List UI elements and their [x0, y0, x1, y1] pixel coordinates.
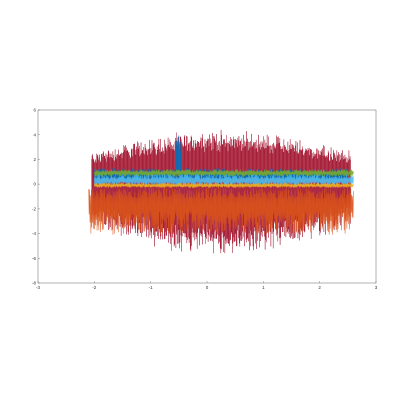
series-layer	[88, 129, 354, 254]
x-axis-ticks: -3 -2 -1 0 1 2 3	[36, 281, 378, 290]
x-tick-label: 2	[318, 285, 321, 290]
series-line-3	[94, 169, 354, 177]
series-line-0	[91, 129, 351, 254]
x-tick-label: 1	[262, 285, 265, 290]
y-axis-ticks: 6 4 2 0 -2 -4 -6 -8	[32, 108, 40, 286]
series-line-5	[94, 182, 354, 188]
y-tick-label: -8	[32, 281, 36, 286]
y-tick-label: -6	[32, 256, 36, 261]
y-tick-label: -4	[32, 231, 36, 236]
series-line-1	[88, 187, 354, 235]
y-tick-label: 6	[33, 108, 36, 113]
y-tick-label: 0	[33, 182, 36, 187]
y-tick-label: -2	[32, 206, 36, 211]
x-tick-label: -2	[92, 285, 96, 290]
x-tick-label: 0	[206, 285, 209, 290]
y-tick-label: 4	[33, 132, 36, 137]
series-line-4	[94, 174, 354, 187]
y-tick-label: 2	[33, 157, 36, 162]
x-tick-label: -1	[149, 285, 153, 290]
x-tick-label: 3	[375, 285, 378, 290]
x-tick-label: -3	[36, 285, 40, 290]
